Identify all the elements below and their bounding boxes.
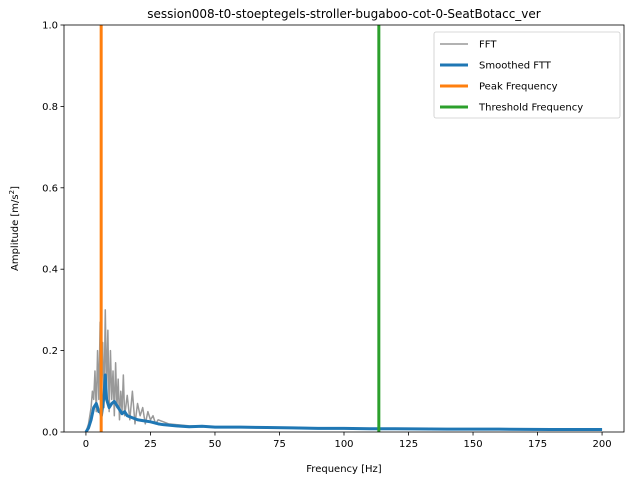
- y-axis-title-sup: 2: [8, 190, 16, 194]
- x-tick-label: 25: [144, 439, 157, 450]
- legend-label-peak-frequency: Peak Frequency: [479, 82, 558, 93]
- legend: FFT Smoothed FTT Peak Frequency Threshold F…: [433, 31, 621, 119]
- legend-label-fft: FFT: [479, 40, 497, 51]
- x-tick-label: 75: [273, 439, 286, 450]
- y-tick-label: 0.4: [42, 265, 58, 276]
- y-tick-label: 0.0: [42, 428, 58, 439]
- axes: 0 25 50 75 100 125 150 175 200 0.0 0.2 0.4 0.6 0.8 1.0: [42, 21, 625, 450]
- x-tick-label: 100: [334, 439, 353, 450]
- y-axis-title-main: Amplitude [m/s: [10, 194, 21, 271]
- legend-label-threshold-frequency: Threshold Frequency: [478, 103, 583, 114]
- y-axis-title-end: ]: [10, 186, 21, 190]
- x-tick-label: 175: [528, 439, 547, 450]
- y-tick-label: 0.8: [42, 102, 58, 113]
- y-tick-label: 0.6: [42, 183, 58, 194]
- x-tick-label: 0: [83, 439, 89, 450]
- x-tick-label: 200: [593, 439, 612, 450]
- legend-box: [433, 31, 621, 119]
- plot-area: [84, 25, 603, 432]
- y-axis-title: Amplitude [m/s2]: [8, 186, 21, 271]
- x-tick-label: 150: [463, 439, 482, 450]
- y-tick-label: 0.2: [42, 346, 58, 357]
- x-axis-title: Frequency [Hz]: [306, 464, 382, 475]
- x-tick-label: 125: [399, 439, 418, 450]
- x-tick-label: 50: [209, 439, 222, 450]
- legend-label-smoothed-ftt: Smoothed FTT: [479, 61, 552, 72]
- chart-title: session008-t0-stoeptegels-stroller-bugab…: [147, 7, 541, 21]
- y-tick-label: 1.0: [42, 21, 58, 32]
